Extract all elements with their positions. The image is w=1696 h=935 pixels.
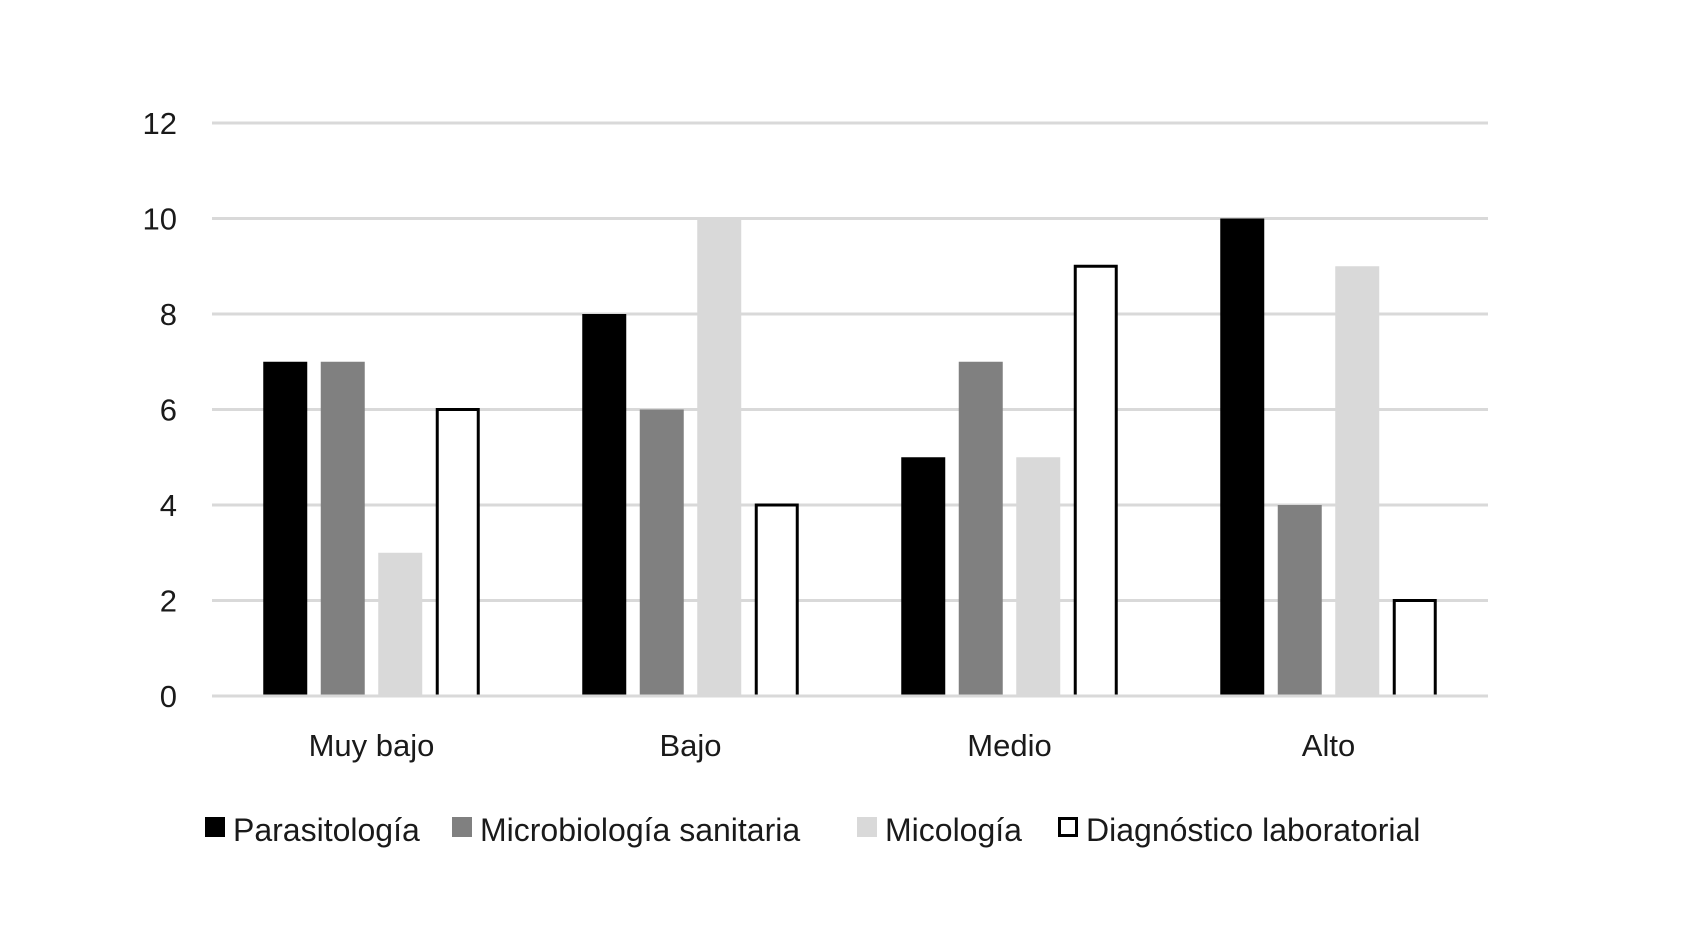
y-axis-tick-labels: 0 2 4 6 8 10 12	[143, 106, 177, 714]
y-tick-label: 2	[160, 584, 177, 619]
legend-label: Micología	[885, 812, 1022, 848]
bar	[320, 361, 365, 696]
bar	[639, 409, 684, 696]
bar	[697, 218, 742, 696]
bar	[582, 314, 627, 696]
y-tick-label: 8	[160, 297, 177, 332]
bar	[1073, 264, 1118, 698]
legend-label: Diagnóstico laboratorial	[1086, 812, 1420, 848]
bar	[1335, 266, 1380, 696]
x-tick-label: Alto	[1302, 728, 1355, 763]
bar	[435, 408, 480, 698]
y-tick-label: 6	[160, 393, 177, 428]
y-tick-label: 4	[160, 488, 177, 523]
bar	[1392, 599, 1437, 698]
x-tick-label: Bajo	[659, 728, 721, 763]
legend-label: Microbiología sanitaria	[480, 812, 800, 848]
x-tick-label: Medio	[967, 728, 1051, 763]
legend-label: Parasitología	[233, 812, 420, 848]
legend-swatch	[452, 817, 472, 837]
bar	[1220, 218, 1265, 696]
bar	[1277, 505, 1322, 696]
bars	[263, 218, 1437, 698]
x-axis-category-labels: Muy bajo Bajo Medio Alto	[309, 728, 1356, 763]
bar	[378, 552, 423, 696]
y-tick-label: 10	[143, 202, 177, 237]
bar	[1016, 457, 1061, 696]
bar	[263, 361, 308, 696]
bar	[754, 503, 799, 698]
legend-swatch	[857, 817, 877, 837]
legend: Parasitología Microbiología sanitaria Mico…	[205, 812, 1420, 848]
bar	[958, 361, 1003, 696]
gridlines	[212, 121, 1488, 602]
legend-swatch	[205, 817, 225, 837]
bar	[901, 457, 946, 696]
legend-swatch	[1058, 817, 1078, 837]
y-tick-label: 12	[143, 106, 177, 141]
x-tick-label: Muy bajo	[309, 728, 435, 763]
y-tick-label: 0	[160, 679, 177, 714]
